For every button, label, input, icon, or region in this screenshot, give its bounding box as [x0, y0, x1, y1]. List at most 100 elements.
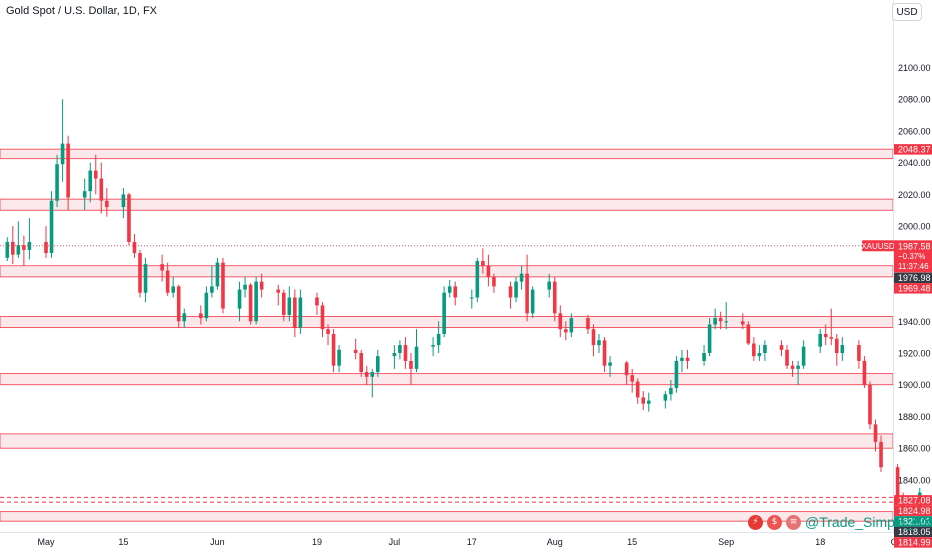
candle-body: [879, 441, 883, 468]
candle-45: [243, 276, 247, 298]
current-price-box: [894, 240, 932, 273]
axis-price-tag-text: 1818.05: [898, 527, 931, 537]
x-tick-label: 18: [815, 537, 825, 547]
candle-82: [525, 254, 529, 322]
candle-body: [713, 318, 717, 325]
axis-price-tag-bg: [894, 272, 932, 284]
candle-body: [331, 333, 336, 366]
zone-1: [0, 198, 894, 211]
candle-body: [707, 324, 712, 354]
candle-body: [298, 297, 303, 328]
candle-63: [376, 349, 380, 377]
candle-body: [55, 164, 59, 201]
candle-body: [171, 286, 175, 293]
candle-body: [44, 241, 48, 254]
price-labels-layer: XAUUSD 1987.58−0.37%11:37:46 2048.37 1976.9…: [861, 144, 932, 548]
candle-body: [779, 345, 784, 350]
candle-69: [431, 337, 435, 357]
axis-price-tag: 1969.48: [894, 283, 932, 294]
candle-52: [293, 289, 297, 338]
axis-price-tag-bg: [894, 144, 932, 155]
candle-43: [221, 257, 225, 314]
candle-112: [757, 345, 762, 361]
candle-37: [176, 284, 181, 328]
candle-113: [763, 340, 767, 361]
candle-body: [530, 289, 535, 314]
candle-body: [785, 349, 789, 366]
candle-body: [702, 353, 706, 361]
candle-body: [646, 400, 651, 404]
candle-16: [16, 221, 21, 258]
y-tick-label: 2000.00: [898, 222, 931, 232]
candle-body: [254, 281, 258, 322]
y-tick-label: 1880.00: [898, 412, 931, 422]
axis-price-tag-bg: [894, 495, 932, 506]
candle-79: [508, 281, 513, 309]
x-tick-label: 19: [312, 537, 322, 547]
candle-34: [160, 254, 164, 282]
candle-47: [254, 276, 258, 325]
candle-54: [315, 292, 319, 315]
candle-114: [779, 340, 784, 357]
time-axis[interactable]: May15Jun19Jul17Aug15Sep18Oct16Nov15Dec: [0, 532, 932, 548]
y-tick-label: 2060.00: [898, 126, 931, 136]
candle-41: [210, 265, 214, 298]
candle-23: [66, 135, 70, 211]
candle-body: [431, 345, 435, 347]
candle-125: [862, 356, 867, 388]
y-tick-label: 2020.00: [898, 190, 931, 200]
candle-body: [99, 178, 104, 201]
candle-57: [331, 329, 336, 373]
candle-19: [44, 226, 48, 258]
candle-body: [519, 273, 524, 282]
currency-button[interactable]: USD: [892, 3, 922, 21]
candle-51: [287, 286, 292, 322]
candle-body: [680, 357, 684, 361]
candle-body: [376, 356, 380, 373]
candles-layer: [5, 99, 922, 525]
candle-body: [16, 245, 21, 255]
candle-body: [105, 200, 109, 208]
candle-body: [757, 353, 762, 357]
candle-124: [857, 340, 861, 369]
candle-body: [414, 346, 419, 369]
candle-body: [392, 353, 397, 357]
candle-88: [569, 313, 574, 338]
candle-83: [530, 286, 535, 319]
candle-body: [635, 381, 640, 398]
symbol-tag: [862, 240, 894, 252]
watermark: ⚡ $ ≡ @Trade_Simple_FX: [748, 512, 932, 532]
axis-price-tag-text: 2048.37: [898, 145, 931, 155]
zone-5: [0, 433, 894, 449]
candle-64: [392, 345, 397, 369]
candle-90: [591, 324, 596, 357]
axis-price-tag-bg: [894, 537, 932, 548]
candle-body: [359, 353, 364, 373]
candle-body: [370, 372, 375, 377]
candle-116: [790, 360, 795, 377]
candle-body: [398, 345, 402, 354]
candle-111: [752, 337, 756, 361]
candle-44: [237, 281, 242, 322]
candle-body: [409, 360, 413, 369]
candle-24: [82, 178, 87, 211]
candle-body: [138, 253, 142, 293]
y-tick-label: 1900.00: [898, 380, 931, 390]
candle-71: [442, 286, 446, 338]
x-tick-label: 15: [118, 537, 128, 547]
candle-61: [364, 365, 369, 385]
candle-body: [801, 346, 806, 366]
candle-body: [11, 241, 15, 255]
candle-body: [199, 313, 203, 319]
candle-115: [785, 345, 789, 369]
candle-body: [259, 281, 264, 290]
candle-126: [868, 381, 872, 430]
countdown-text: 11:37:46: [898, 262, 929, 271]
price-label-1: XAUUSD 1987.58−0.37%11:37:46: [861, 240, 932, 273]
candle-body: [436, 333, 441, 346]
candle-87: [564, 321, 568, 341]
candle-14: [5, 237, 10, 262]
candle-93: [608, 356, 612, 377]
